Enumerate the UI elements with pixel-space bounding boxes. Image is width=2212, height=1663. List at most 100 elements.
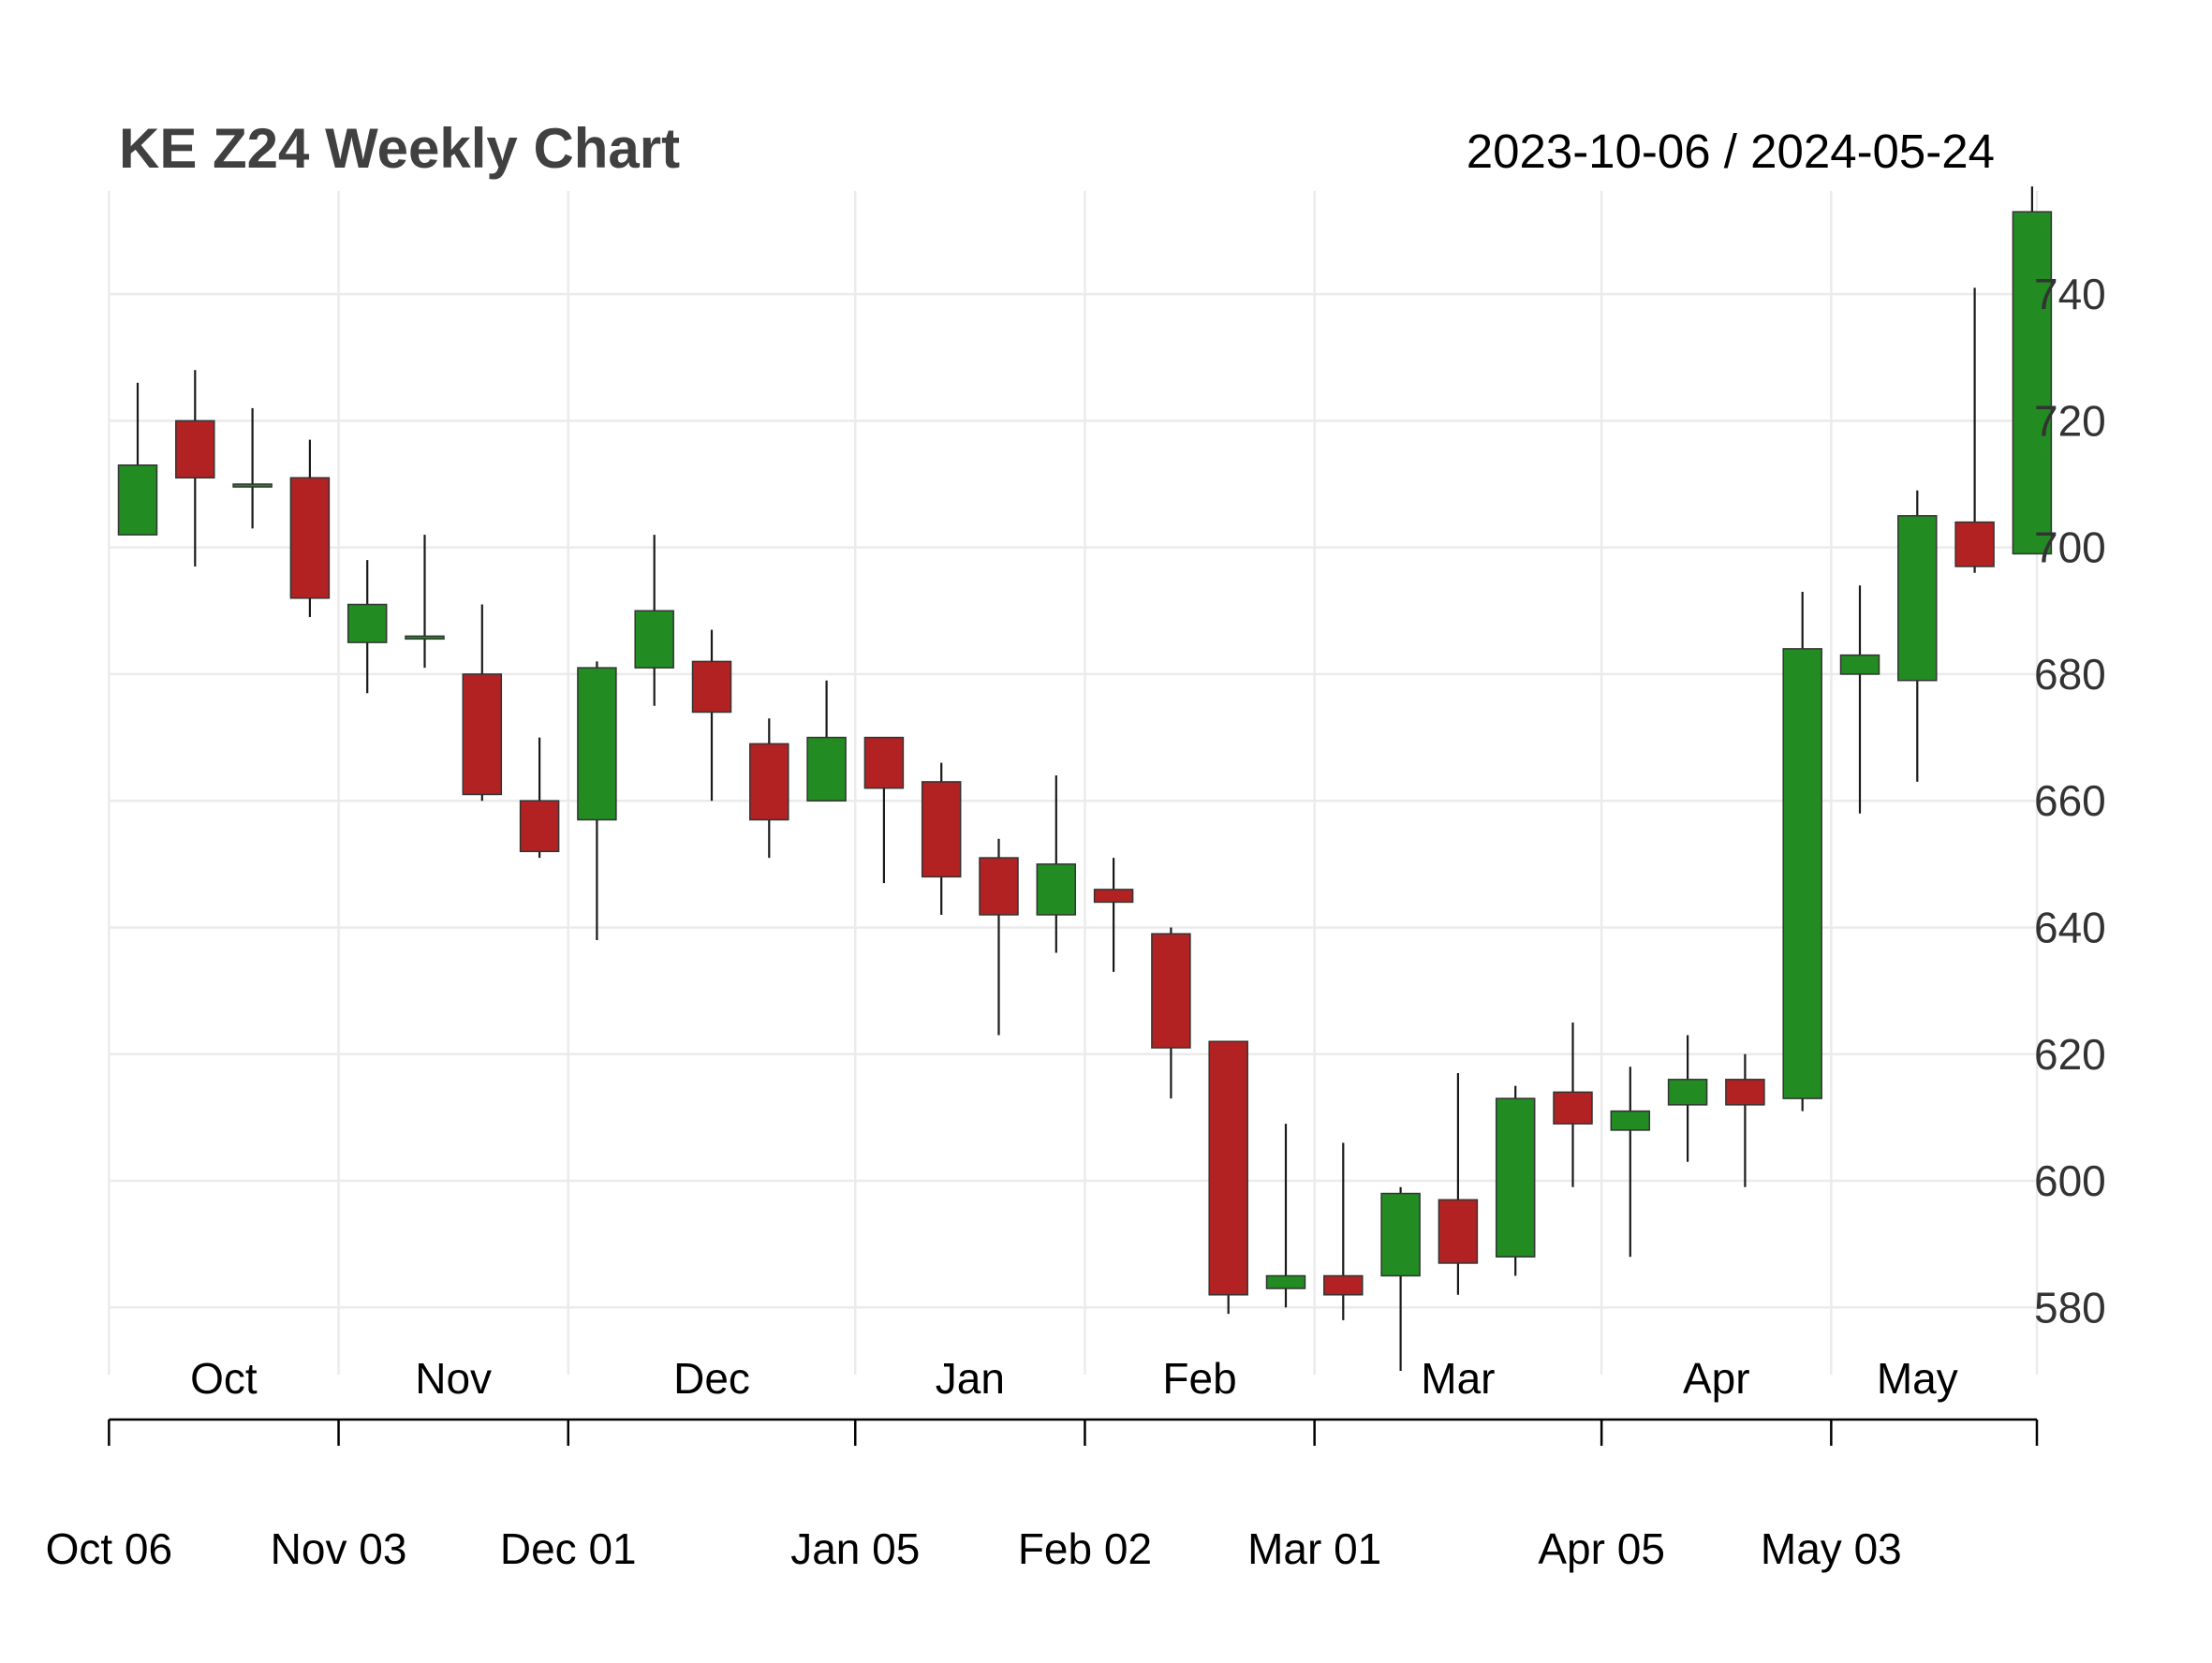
candle-body-down	[1208, 1040, 1248, 1296]
candle	[749, 718, 789, 859]
candle-body-up	[117, 464, 158, 536]
candle-body-up	[232, 483, 273, 488]
candle	[863, 736, 905, 884]
candle-body-down	[1093, 889, 1134, 904]
candle-body-up	[2012, 211, 2053, 555]
month-label: Oct	[190, 1354, 258, 1403]
candle-body-up	[1897, 515, 1938, 682]
candle-body-up	[347, 603, 388, 643]
candle	[921, 762, 962, 915]
candle	[1208, 1040, 1248, 1315]
candle	[1725, 1053, 1765, 1187]
y-tick-label: 640	[2034, 903, 2106, 951]
candle	[1265, 1124, 1306, 1308]
candle-body-up	[577, 667, 617, 821]
candle	[347, 560, 388, 694]
candle-body-up	[1495, 1097, 1536, 1258]
candle-body-up	[1667, 1079, 1708, 1106]
candle-body-down	[1151, 933, 1191, 1049]
y-tick-label: 700	[2034, 523, 2106, 572]
candle	[175, 370, 215, 567]
candle-body-down	[1323, 1274, 1364, 1296]
candle-body-down	[1954, 521, 1995, 567]
candle-body-down	[863, 736, 905, 789]
candle-body-down	[289, 477, 331, 599]
candle	[1553, 1022, 1593, 1187]
candle-body-up	[634, 610, 674, 669]
month-label: May	[1877, 1354, 1958, 1403]
candle-body-up	[405, 635, 445, 640]
candle	[1610, 1067, 1651, 1258]
candle-body-down	[749, 743, 789, 821]
candle-body-down	[1725, 1079, 1765, 1106]
candle-body-down	[1553, 1091, 1593, 1125]
x-tick-label: Apr 05	[1538, 1524, 1665, 1573]
candle	[1093, 858, 1134, 972]
candle	[2012, 186, 2053, 555]
y-tick-label: 680	[2034, 650, 2106, 699]
x-tick-label: May 03	[1761, 1524, 1902, 1573]
y-tick-label: 720	[2034, 396, 2106, 445]
y-tick-label: 580	[2034, 1283, 2106, 1332]
candle-body-down	[1438, 1199, 1479, 1264]
candle	[691, 629, 732, 802]
x-tick-label: Dec 01	[500, 1524, 637, 1573]
y-tick-label: 740	[2034, 270, 2106, 318]
candle	[462, 604, 503, 802]
candle	[1897, 490, 1938, 782]
candle	[519, 737, 560, 859]
y-tick-label: 620	[2034, 1030, 2106, 1079]
candle-body-down	[921, 781, 962, 878]
candle-body-up	[1610, 1110, 1651, 1131]
candle-body-up	[806, 736, 847, 802]
month-label: Jan	[936, 1354, 1005, 1403]
candle	[806, 680, 847, 802]
candle-body-up	[1839, 654, 1880, 675]
month-label: Nov	[415, 1354, 492, 1403]
candle	[577, 661, 617, 941]
candle	[117, 382, 158, 536]
candle	[1380, 1186, 1421, 1371]
candle	[1782, 592, 1822, 1111]
grid-lines	[108, 191, 2039, 1375]
candle-body-down	[175, 419, 215, 479]
date-range: 2023-10-06 / 2024-05-24	[1467, 125, 1995, 178]
candle-body-down	[691, 660, 732, 714]
x-tick-label: Jan 05	[790, 1524, 920, 1573]
candle-body-down	[519, 800, 560, 853]
candle	[1151, 927, 1191, 1099]
candle-body-down	[462, 673, 503, 796]
candle-body-up	[1036, 863, 1077, 916]
candle-body-up	[1782, 648, 1822, 1099]
x-tick-label: Oct 06	[46, 1524, 173, 1573]
candle	[634, 535, 674, 706]
x-tick-label: Feb 02	[1018, 1524, 1152, 1573]
candles	[117, 186, 2053, 1371]
candle	[1954, 287, 1995, 573]
candle	[1036, 775, 1077, 953]
candle	[1667, 1035, 1708, 1162]
month-label: Apr	[1683, 1354, 1750, 1403]
candle	[979, 838, 1019, 1036]
candle	[1495, 1085, 1536, 1276]
candle	[1839, 585, 1880, 814]
candle	[289, 439, 331, 618]
y-tick-label: 660	[2034, 776, 2106, 825]
y-tick-label: 600	[2034, 1156, 2106, 1205]
candle	[1323, 1142, 1364, 1320]
month-label: Feb	[1162, 1354, 1236, 1403]
candle	[405, 535, 445, 669]
candle-body-down	[979, 857, 1019, 916]
candle	[1438, 1073, 1479, 1295]
x-tick-label: Nov 03	[271, 1524, 407, 1573]
candle-body-up	[1265, 1274, 1306, 1289]
month-label: Dec	[673, 1354, 750, 1403]
x-tick-label: Mar 01	[1247, 1524, 1381, 1573]
candle-body-up	[1380, 1192, 1421, 1277]
axis-labels: 580 600 620 640 660 680 700 720 740 Oct Nov Dec Jan F…	[46, 270, 2106, 1573]
candle	[232, 407, 273, 529]
chart-title: KE Z24 Weekly Chart	[119, 117, 680, 180]
